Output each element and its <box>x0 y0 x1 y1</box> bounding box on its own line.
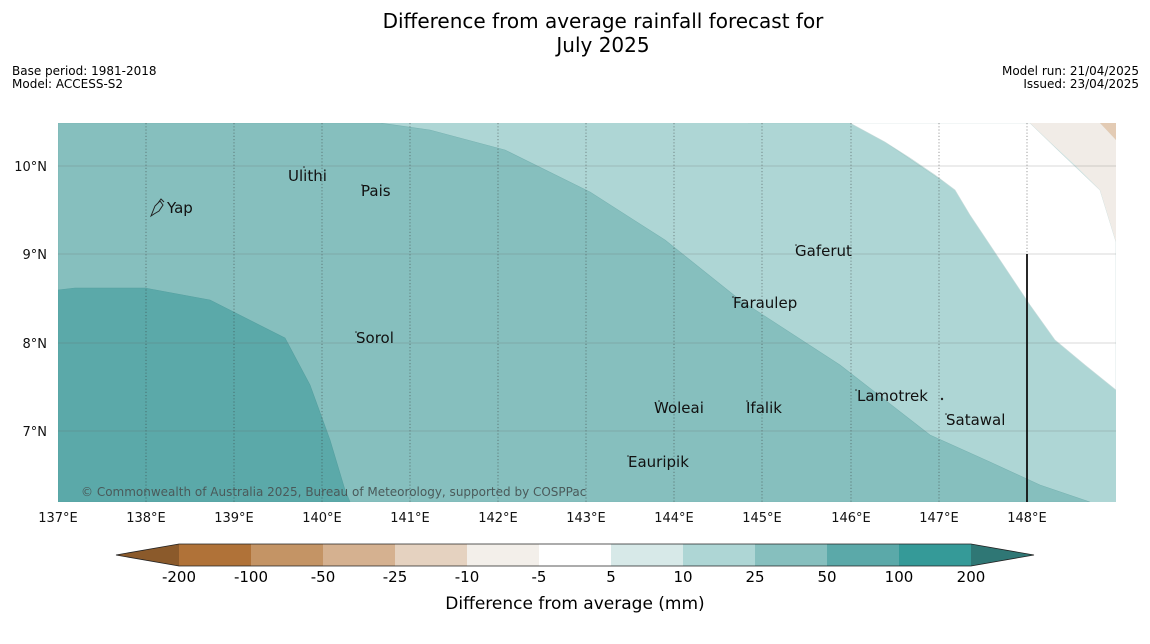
place-label-eauripik: Eauripik <box>628 453 689 471</box>
colorbar-extend-low <box>116 544 179 566</box>
lon-label-148e: 148°E <box>1007 511 1047 526</box>
lon-label-142e: 142°E <box>478 511 518 526</box>
copyright-notice: © Commonwealth of Australia 2025, Bureau… <box>81 485 586 499</box>
band-minus10-minus5 <box>1030 123 1116 242</box>
place-label-gaferut: Gaferut <box>795 242 852 260</box>
latitude-gridlines <box>58 165 1116 432</box>
meta-left: Base period: 1981-2018 Model: ACCESS-S2 <box>12 65 157 91</box>
colorbar-bin-1 <box>179 544 251 566</box>
lon-label-139e: 139°E <box>214 511 254 526</box>
colorbar-label: 100 <box>884 568 914 586</box>
band-minus5-5 <box>849 123 1116 391</box>
place-label-yap: Yap <box>166 199 193 217</box>
colorbar-label: -10 <box>454 568 480 586</box>
colorbar-label: -25 <box>382 568 408 586</box>
band-minus25-minus10 <box>1100 123 1116 140</box>
place-label-ifalik: Ifalik <box>746 399 782 417</box>
colorbar-outline <box>115 543 1035 567</box>
colorbar-label: 200 <box>956 568 986 586</box>
colorbar-extend-high <box>971 544 1034 566</box>
colorbar-bin-6 <box>539 544 611 566</box>
island-markers <box>303 166 947 457</box>
colorbar-label: -50 <box>310 568 336 586</box>
place-label-satawal: Satawal <box>946 411 1005 429</box>
lon-label-146e: 146°E <box>831 511 871 526</box>
place-label-woleai: Woleai <box>654 399 704 417</box>
place-label-faraulep: Faraulep <box>733 294 797 312</box>
title-line-1: Difference from average rainfall forecas… <box>382 9 824 33</box>
colorbar-bin-7 <box>611 544 683 566</box>
colorbar-bin-3 <box>323 544 395 566</box>
colorbar-bin-9 <box>755 544 827 566</box>
model-run: Model run: 21/04/2025 <box>1001 64 1139 78</box>
place-label-lamotrek: Lamotrek <box>857 387 928 405</box>
colorbar-label: -5 <box>531 568 547 586</box>
meta-right: Model run: 21/04/2025 Issued: 23/04/2025 <box>1002 65 1139 91</box>
lat-label-9n: 9°N <box>23 248 48 263</box>
lon-label-147e: 147°E <box>919 511 959 526</box>
lon-label-140e: 140°E <box>302 511 342 526</box>
lat-label-7n: 7°N <box>23 425 48 440</box>
place-label-ulithi: Ulithi <box>288 167 327 185</box>
colorbar-label: 25 <box>745 568 765 586</box>
colorbar-label: 5 <box>606 568 616 586</box>
lon-label-143e: 143°E <box>566 511 606 526</box>
colorbar-bin-2 <box>251 544 323 566</box>
colorbar-label: 10 <box>673 568 693 586</box>
model-name: Model: ACCESS-S2 <box>12 77 124 91</box>
colorbar-bin-8 <box>683 544 755 566</box>
colorbar-label: -100 <box>233 568 269 586</box>
lon-label-145e: 145°E <box>742 511 782 526</box>
colorbar <box>115 543 1035 567</box>
colorbar-label: 50 <box>817 568 837 586</box>
colorbar-bin-11 <box>899 544 971 566</box>
rainfall-contours <box>58 123 1116 502</box>
lat-label-8n: 8°N <box>23 337 48 352</box>
lon-label-141e: 141°E <box>390 511 430 526</box>
base-period: Base period: 1981-2018 <box>12 64 157 78</box>
title-line-2: July 2025 <box>556 33 650 57</box>
place-label-pais: Pais <box>361 182 391 200</box>
chart-title: Difference from average rainfall forecas… <box>0 9 1150 57</box>
colorbar-title: Difference from average (mm) <box>445 594 705 614</box>
lon-label-138e: 138°E <box>126 511 166 526</box>
lon-label-137e: 137°E <box>38 511 78 526</box>
colorbar-bin-4 <box>395 544 467 566</box>
colorbar-label: -200 <box>161 568 197 586</box>
lon-label-144e: 144°E <box>654 511 694 526</box>
band-50-100 <box>58 287 351 502</box>
yap-island-shape <box>149 198 165 218</box>
lat-label-10n: 10°N <box>14 160 47 175</box>
issued-date: Issued: 23/04/2025 <box>1023 77 1139 91</box>
colorbar-bin-10 <box>827 544 899 566</box>
place-label-sorol: Sorol <box>356 329 394 347</box>
colorbar-bin-5 <box>467 544 539 566</box>
